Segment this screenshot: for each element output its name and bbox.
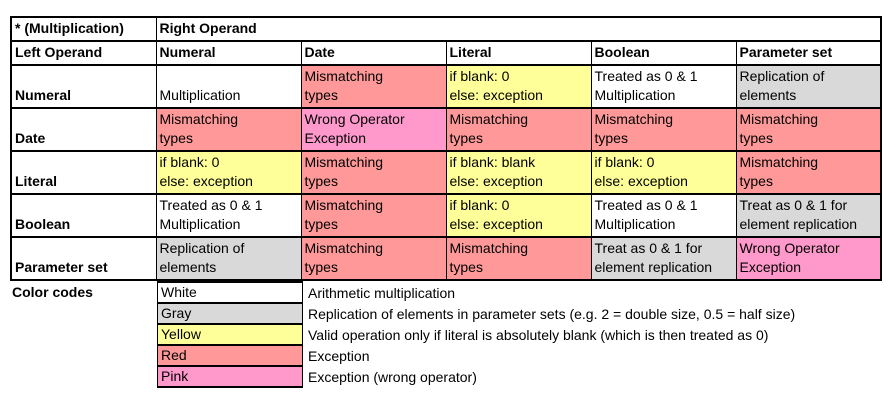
matrix-cell-parameter-set-literal: Mismatching types <box>445 236 592 281</box>
right-operand-header: Right Operand <box>155 16 882 42</box>
matrix-cell-boolean-parameter-set: Treat as 0 & 1 for element replication <box>735 193 882 238</box>
row-label-parameter-set: Parameter set <box>10 236 157 281</box>
matrix-cell-date-numeral: Mismatching types <box>155 107 302 152</box>
legend-row-pink: Pink Exception (wrong operator) <box>157 365 796 388</box>
matrix-cell-literal-parameter-set: Mismatching types <box>735 150 882 195</box>
matrix-cell-boolean-date: Mismatching types <box>300 193 447 238</box>
legend-description-yellow: Valid operation only if literal is absol… <box>308 327 769 343</box>
matrix-cell-boolean-numeral: Treated as 0 & 1 Multiplication <box>155 193 302 238</box>
matrix-cell-parameter-set-date: Mismatching types <box>300 236 447 281</box>
legend-swatch-pink: Pink <box>157 365 303 388</box>
row-label-numeral: Numeral <box>10 64 157 109</box>
matrix-row-literal: Literal if blank: 0 else: exception Mism… <box>10 150 882 195</box>
column-header-boolean: Boolean <box>590 40 737 66</box>
legend-row-red: Red Exception <box>157 344 796 367</box>
matrix-cell-numeral-literal: if blank: 0 else: exception <box>445 64 592 109</box>
matrix-cell-boolean-boolean: Treated as 0 & 1 Multiplication <box>590 193 737 238</box>
left-operand-header: Left Operand <box>10 40 157 66</box>
matrix-cell-numeral-date: Mismatching types <box>300 64 447 109</box>
matrix-cell-literal-literal: if blank: blank else: exception <box>445 150 592 195</box>
row-label-date: Date <box>10 107 157 152</box>
matrix-header-row-1: * (Multiplication) Right Operand <box>10 16 882 42</box>
legend-row-gray: Gray Replication of elements in paramete… <box>157 302 796 325</box>
column-header-parameter-set: Parameter set <box>735 40 882 66</box>
matrix-row-date: Date Mismatching types Wrong Operator Ex… <box>10 107 882 152</box>
matrix-cell-literal-numeral: if blank: 0 else: exception <box>155 150 302 195</box>
matrix-cell-date-boolean: Mismatching types <box>590 107 737 152</box>
matrix-row-boolean: Boolean Treated as 0 & 1 Multiplication … <box>10 193 882 238</box>
multiplication-matrix-table: * (Multiplication) Right Operand Left Op… <box>10 16 882 281</box>
column-header-numeral: Numeral <box>155 40 302 66</box>
legend-row-white: White Arithmetic multiplication <box>157 281 796 304</box>
legend-row-yellow: Yellow Valid operation only if literal i… <box>157 323 796 346</box>
matrix-cell-parameter-set-boolean: Treat as 0 & 1 for element replication <box>590 236 737 281</box>
matrix-cell-numeral-numeral: Multiplication <box>155 64 302 109</box>
legend-swatch-red: Red <box>157 344 303 367</box>
matrix-cell-numeral-boolean: Treated as 0 & 1 Multiplication <box>590 64 737 109</box>
row-label-boolean: Boolean <box>10 193 157 238</box>
column-header-date: Date <box>300 40 447 66</box>
matrix-cell-boolean-literal: if blank: 0 else: exception <box>445 193 592 238</box>
legend-description-gray: Replication of elements in parameter set… <box>308 306 796 322</box>
matrix-row-numeral: Numeral Multiplication Mismatching types… <box>10 64 882 109</box>
legend-description-white: Arithmetic multiplication <box>308 285 456 301</box>
matrix-header-row-2: Left Operand Numeral Date Literal Boolea… <box>10 40 882 66</box>
legend-swatch-white: White <box>157 281 303 304</box>
corner-cell: * (Multiplication) <box>10 16 157 42</box>
matrix-cell-date-date: Wrong Operator Exception <box>300 107 447 152</box>
matrix-row-parameter-set: Parameter set Replication of elements Mi… <box>10 236 882 281</box>
column-header-literal: Literal <box>445 40 592 66</box>
matrix-cell-date-parameter-set: Mismatching types <box>735 107 882 152</box>
legend-swatch-gray: Gray <box>157 302 303 325</box>
row-label-literal: Literal <box>10 150 157 195</box>
matrix-cell-literal-boolean: if blank: 0 else: exception <box>590 150 737 195</box>
legend-table: White Arithmetic multiplication Gray Rep… <box>157 281 796 388</box>
matrix-cell-parameter-set-parameter-set: Wrong Operator Exception <box>735 236 882 281</box>
matrix-cell-parameter-set-numeral: Replication of elements <box>155 236 302 281</box>
legend-description-red: Exception <box>308 348 370 364</box>
matrix-cell-date-literal: Mismatching types <box>445 107 592 152</box>
legend-description-pink: Exception (wrong operator) <box>308 369 477 385</box>
matrix-cell-literal-date: Mismatching types <box>300 150 447 195</box>
legend-title: Color codes <box>12 284 93 300</box>
legend-swatch-yellow: Yellow <box>157 323 303 346</box>
matrix-cell-numeral-parameter-set: Replication of elements <box>735 64 882 109</box>
